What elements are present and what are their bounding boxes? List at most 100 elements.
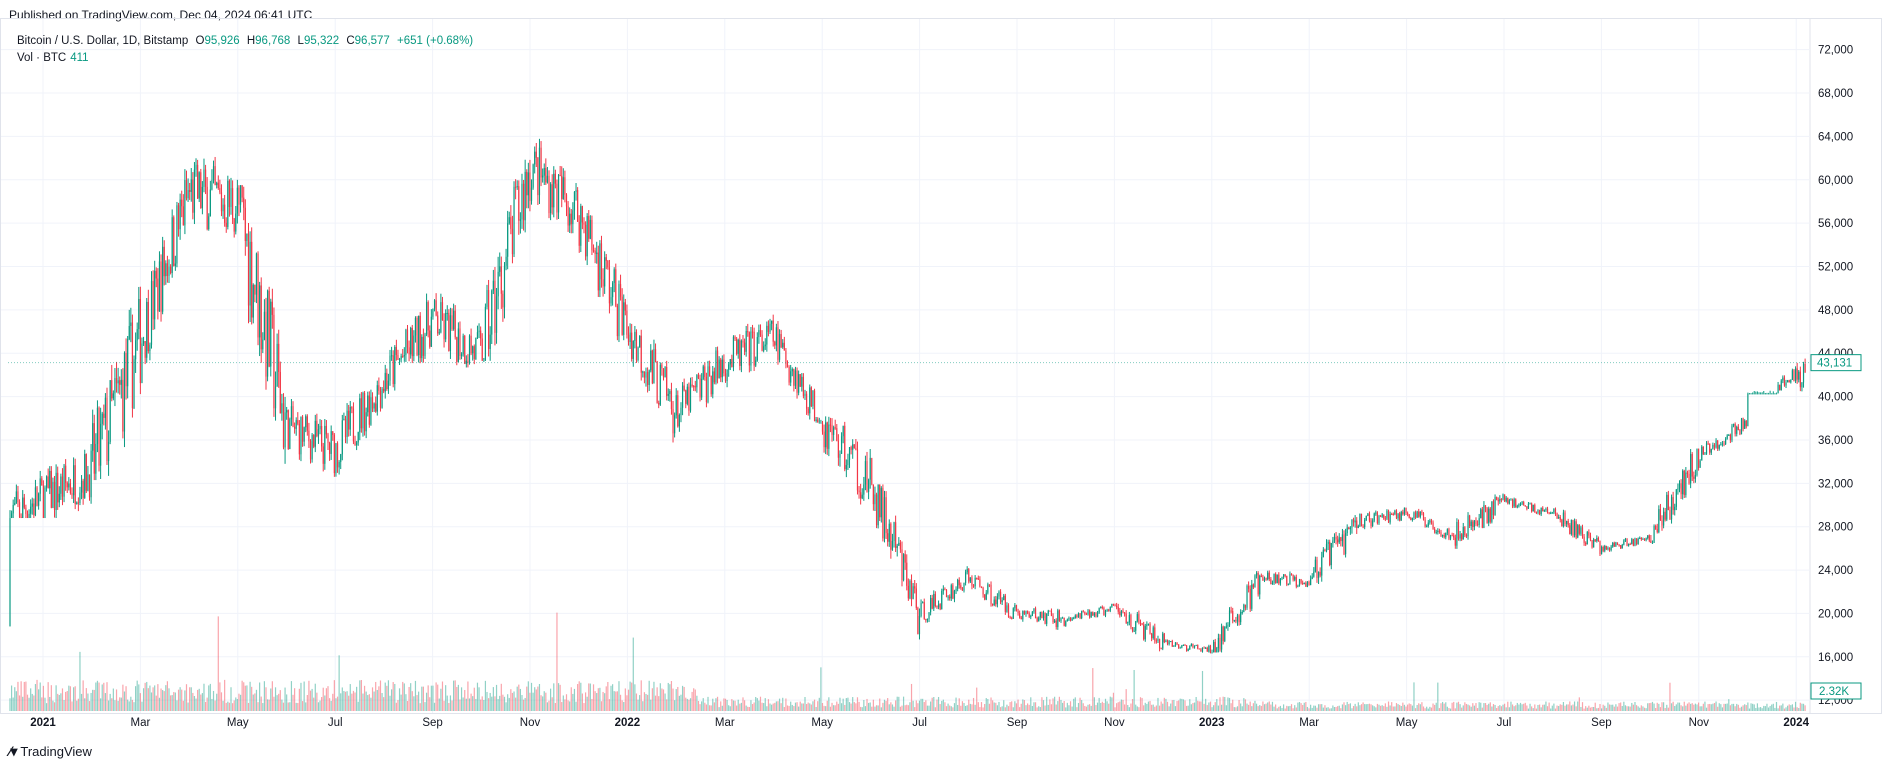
volume-bar [200,694,202,711]
candle-body [1639,537,1641,539]
volume-bar [556,612,558,711]
volume-bar [893,706,895,711]
volume-bar [658,696,660,711]
volume-bar [1069,701,1072,711]
candle-body [1321,557,1323,576]
volume-bar [368,694,370,711]
volume-bar [1670,703,1673,711]
candle-body [758,330,760,338]
candle-body [135,340,137,360]
volume-bar [1678,702,1681,711]
volume-bar [529,692,531,711]
volume-bar [101,684,103,711]
candle-body [693,386,695,388]
volume-bar [254,693,256,711]
candle-body [241,185,243,198]
volume-bar [1066,702,1068,711]
volume-bar [292,694,294,711]
x-tick-label: Nov [1104,717,1125,729]
candle-body [1796,368,1798,380]
volume-bar [1634,702,1636,711]
candle-body [1211,652,1213,654]
volume-bar [615,691,617,711]
volume-bar [1165,698,1167,711]
candle-body [1209,646,1212,653]
volume-bar [736,705,738,711]
candle-body [648,370,650,385]
candle-body [274,386,277,409]
volume-bar [309,690,312,711]
candle-body [225,222,227,227]
open-label: O [195,35,205,47]
volume-bar [1190,704,1192,711]
price-chart[interactable]: 12,00016,00020,00024,00028,00032,00036,0… [0,18,1882,730]
volume-bar [400,694,402,711]
candle-body [992,603,994,606]
volume-bar [1589,707,1592,711]
candle-body [751,331,754,333]
candle-body [809,387,811,414]
candle-body [311,435,313,460]
volume-bar [1365,704,1367,711]
candle-body [543,168,545,176]
volume-bar [718,707,720,711]
volume-bar [263,681,265,711]
volume-bar [187,702,189,711]
candle-body [710,375,712,395]
volume-bar [465,698,467,711]
volume-bar [1351,708,1353,711]
candle-body [84,454,86,498]
volume-bar [1192,702,1194,711]
candle-body [127,339,129,387]
volume-bar [1518,704,1520,711]
volume-bar [1610,704,1612,711]
candle-body [1038,617,1040,622]
volume-bar [1354,703,1356,711]
candle-body [798,374,800,393]
candle-body [1279,578,1282,584]
volume-bar [1637,706,1639,711]
y-tick-label: 48,000 [1818,305,1853,317]
candle-body [974,577,976,587]
volume-bar [936,699,938,711]
candle-body [216,182,218,186]
candle-body [613,269,615,283]
candle-body [322,446,324,464]
candle-body [1284,574,1286,576]
volume-bar [1193,702,1196,711]
volume-bar [656,687,658,711]
candle-body [354,441,356,446]
volume-bar [1020,703,1022,711]
candle-body [1238,615,1240,623]
candle-body [328,442,331,454]
candle-body [1564,512,1566,525]
volume-bar [1763,705,1765,711]
candle-body [612,282,614,298]
volume-bar [1197,700,1199,711]
volume-bar [1200,701,1202,711]
footer-brand[interactable]: ⁄▾ TradingView [9,743,92,760]
candle-body [313,435,315,447]
candle-body [1647,535,1649,539]
candle-body [836,428,838,441]
volume-bar [1125,689,1127,711]
candle-body [890,523,892,550]
candle-body [1438,530,1441,533]
volume-bar [193,695,196,711]
candle-body [341,420,343,455]
candle-body [25,507,27,514]
volume-bar [204,701,207,711]
volume-bar [1341,704,1344,711]
volume-bar [1225,705,1227,711]
volume-bar [1732,703,1735,711]
candle-body [704,366,706,377]
candle-body [1389,513,1391,523]
volume-bar [440,688,442,711]
candle-body [1426,526,1428,528]
candle-body [1643,538,1646,541]
volume-bar [1709,703,1711,711]
volume-bar [1478,702,1480,711]
volume-bar [567,700,569,711]
volume-bar [1189,699,1191,711]
x-tick-label: 2022 [615,717,641,729]
